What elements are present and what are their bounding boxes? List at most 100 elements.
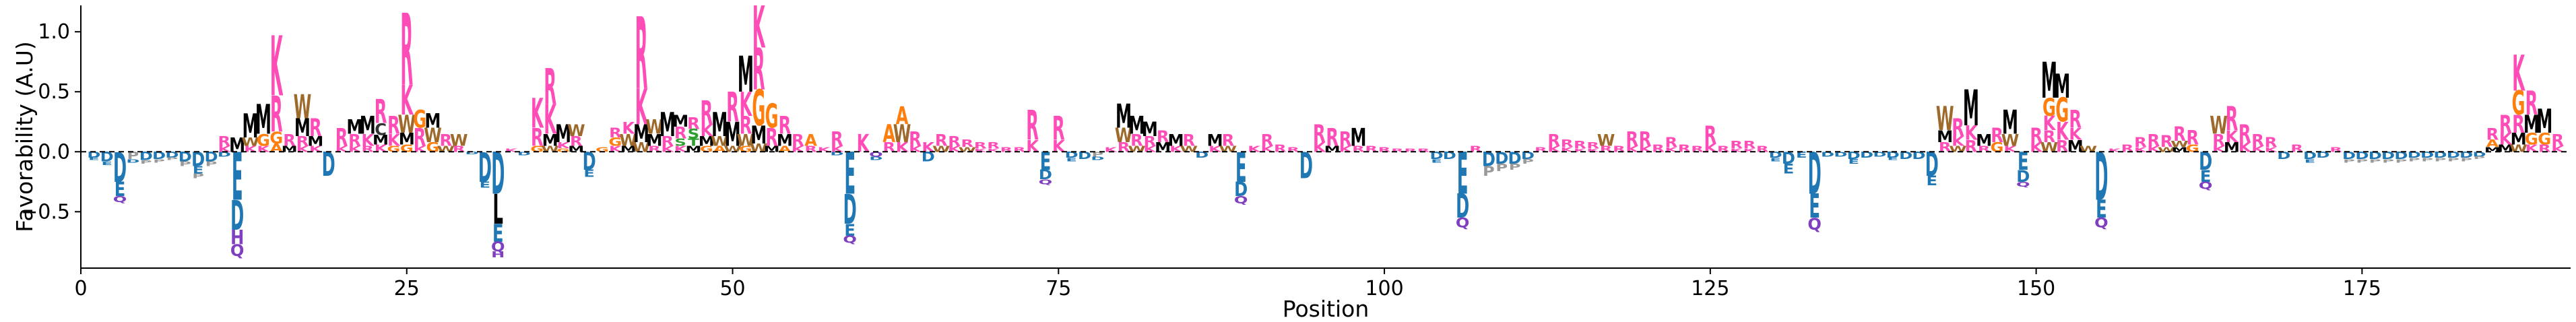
logo-letter-G: G <box>257 130 270 150</box>
logo-letter-W: W <box>424 125 442 148</box>
logo-letter-M: M <box>360 112 376 140</box>
logo-letter-D: D <box>843 186 857 234</box>
logo-letter-W: W <box>2170 139 2189 150</box>
logo-letter-R: R <box>2134 135 2147 150</box>
logo-letter-R: R <box>2226 100 2239 139</box>
logo-letter-R: R <box>309 114 322 142</box>
logo-letter-D: D <box>1039 168 1052 183</box>
x-ticks: 0 25 50 75 100 125 150 175 <box>74 268 2381 300</box>
logo-letter-M: M <box>2171 146 2187 154</box>
x-tick-label: 125 <box>1691 277 1729 300</box>
logo-letter-R: R <box>1586 140 1599 150</box>
logo-letter-Q: Q <box>1807 214 1822 234</box>
logo-letter-R: R <box>1313 120 1326 148</box>
logo-letter-R: R <box>2525 85 2538 123</box>
logo-letter-K: K <box>2043 112 2057 135</box>
logo-letter-K: K <box>2069 124 2082 143</box>
logo-letter-D: D <box>126 158 139 164</box>
logo-letter-D: D <box>139 150 153 163</box>
logo-letter-P: P <box>1483 164 1495 179</box>
logo-letter-D: D <box>2408 150 2421 160</box>
logo-letter-M: M <box>2523 110 2540 139</box>
logo-letter-E: E <box>1431 158 1442 164</box>
y-ticks: −0.5 0.0 0.5 1.0 <box>21 20 81 224</box>
logo-letter-K: K <box>818 146 831 154</box>
logo-letter-K: K <box>2108 148 2121 154</box>
logo-letter-K: K <box>544 96 557 143</box>
logo-letter-R: R <box>635 0 648 112</box>
logo-letter-R: R <box>2499 110 2512 139</box>
logo-letter-D: D <box>2381 150 2395 162</box>
y-tick-label: 0.5 <box>38 80 70 104</box>
logo-letter-G: G <box>269 128 283 148</box>
logo-letter-R: R <box>1143 134 1156 149</box>
logo-letter-D: D <box>113 143 127 191</box>
logo-letter-P: P <box>153 158 165 164</box>
logo-letter-M: M <box>633 120 649 148</box>
logo-letter-R: R <box>2239 120 2251 148</box>
logo-letter-M: M <box>1350 123 1366 152</box>
logo-letter-R: R <box>1574 139 1586 151</box>
logo-letter-D: D <box>517 151 531 157</box>
logo-letter-K: K <box>1952 134 1965 149</box>
logo-letter-M: M <box>424 110 441 133</box>
logo-letter-D: D <box>179 150 192 165</box>
logo-letter-R: R <box>987 140 1000 150</box>
logo-letter-W: W <box>737 130 755 150</box>
axes <box>80 5 2571 269</box>
logo-letter-M: M <box>2536 102 2552 141</box>
logo-letter-K: K <box>740 86 752 124</box>
logo-letter-W: W <box>2001 130 2020 150</box>
logo-letter-K: K <box>1743 148 1757 154</box>
logo-letter-S: S <box>688 127 699 142</box>
logo-letter-W: W <box>2509 142 2527 154</box>
logo-letter-R: R <box>1625 128 1638 151</box>
logo-letter-G: G <box>752 79 765 137</box>
logo-letter-R: R <box>765 123 778 152</box>
logo-letter-E: E <box>2305 158 2316 164</box>
logo-letter-R: R <box>1991 125 2003 148</box>
logo-letter-P: P <box>179 160 191 168</box>
logo-letter-R: R <box>1013 146 1026 154</box>
logo-letter-R: R <box>2147 130 2160 150</box>
logo-letter-R: R <box>961 137 974 150</box>
logo-letter-W: W <box>2210 112 2228 140</box>
logo-letter-M: M <box>1206 130 1223 150</box>
logo-letter-Q: Q <box>1039 179 1053 186</box>
logo-letter-R: R <box>375 93 387 131</box>
logo-letter-M: M <box>555 120 571 148</box>
logo-letter-M: M <box>738 46 754 104</box>
logo-letter-S: S <box>674 136 686 148</box>
logo-letter-W: W <box>1597 130 1615 150</box>
logo-letter-P: P <box>2460 157 2472 163</box>
logo-letter-K: K <box>2134 146 2148 154</box>
logo-letter-D: D <box>1886 150 1900 160</box>
logo-letter-W: W <box>959 146 977 154</box>
logo-letter-P: P <box>140 160 152 166</box>
logo-letter-R: R <box>974 140 987 150</box>
logo-letter-R: R <box>2069 106 2082 134</box>
logo-letter-D: D <box>491 141 505 207</box>
logo-letter-H: H <box>491 250 505 260</box>
logo-letter-D: D <box>2369 150 2382 162</box>
logo-letter-K: K <box>857 129 870 158</box>
logo-letter-K: K <box>635 78 649 136</box>
logo-letter-D: D <box>2355 150 2369 162</box>
logo-letter-Q: Q <box>230 240 245 260</box>
logo-letter-D: D <box>1899 150 1912 162</box>
logo-letter-M: M <box>373 133 389 148</box>
logo-letter-E: E <box>232 139 243 216</box>
logo-letter-R: R <box>1052 110 1065 148</box>
logo-letter-R: R <box>570 134 583 149</box>
logo-letter-P: P <box>2408 157 2420 163</box>
logo-letter-R: R <box>831 128 843 151</box>
logo-letter-D: D <box>583 148 596 176</box>
logo-letter-M: M <box>1167 130 1184 150</box>
logo-letter-R: R <box>687 113 700 133</box>
logo-letter-E: E <box>1040 148 1052 176</box>
logo-letter-R: R <box>400 0 413 108</box>
logo-letter-M: M <box>1976 130 1992 150</box>
logo-letter-A: A <box>896 102 909 130</box>
logo-letter-Q: Q <box>1234 194 1248 206</box>
logo-letter-W: W <box>1115 125 1133 148</box>
